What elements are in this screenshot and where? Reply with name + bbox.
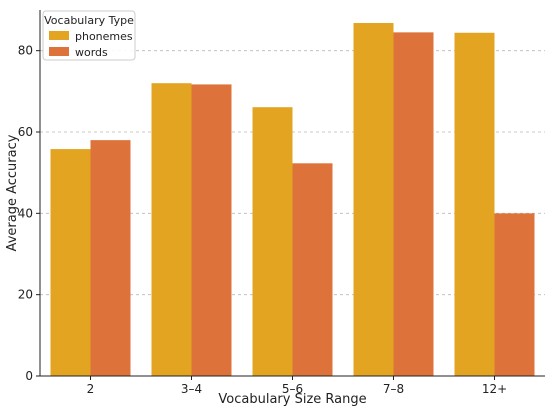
- x-tick-label: 7–8: [383, 382, 404, 396]
- legend-swatch-words: [49, 47, 69, 56]
- y-axis-label: Average Accuracy: [5, 134, 20, 251]
- legend-items: phonemes words: [49, 30, 133, 59]
- legend-label-words: words: [75, 46, 108, 59]
- x-tick-label: 12+: [482, 382, 507, 396]
- bar-words-2: [292, 163, 333, 376]
- bar-phonemes-3: [353, 23, 394, 376]
- y-tick-label: 60: [18, 125, 33, 139]
- x-tick-label: 5–6: [282, 382, 303, 396]
- ticks: 0 20 40 60 80 2 3–4 5–6 7–8 12+: [18, 44, 507, 396]
- bar-phonemes-2: [252, 107, 293, 377]
- y-tick-label: 40: [18, 206, 33, 220]
- bar-words-1: [191, 84, 232, 377]
- x-tick-label: 2: [87, 382, 95, 396]
- legend: Vocabulary Type phonemes words: [42, 10, 136, 61]
- bar-words-3: [393, 32, 434, 376]
- bar-words-0: [90, 140, 131, 376]
- y-tick-label: 0: [25, 369, 33, 383]
- y-tick-label: 20: [18, 288, 33, 302]
- bar-phonemes-0: [50, 149, 91, 376]
- bars: [50, 23, 535, 377]
- bar-phonemes-4: [454, 32, 495, 376]
- bar-phonemes-1: [151, 83, 192, 376]
- bar-words-4: [494, 213, 535, 376]
- legend-label-phonemes: phonemes: [75, 30, 133, 43]
- x-axis-label: Vocabulary Size Range: [218, 392, 366, 407]
- x-tick-label: 3–4: [181, 382, 202, 396]
- y-tick-label: 80: [18, 44, 33, 58]
- legend-swatch-phonemes: [49, 31, 69, 40]
- legend-title: Vocabulary Type: [44, 14, 134, 27]
